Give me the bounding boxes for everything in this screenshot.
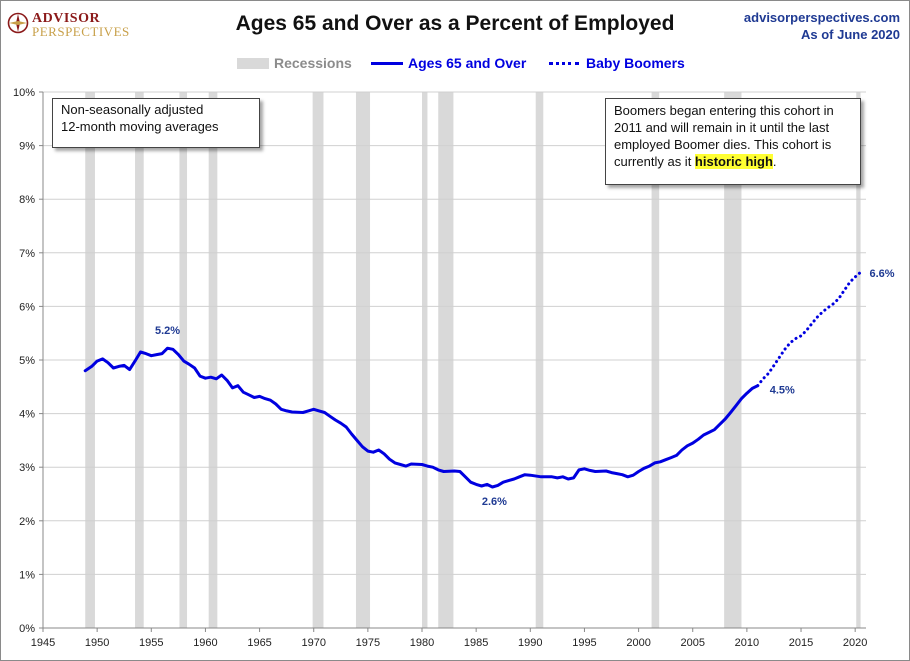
legend-swatch-ages-65 bbox=[371, 62, 403, 65]
x-tick-label: 2020 bbox=[843, 637, 867, 649]
x-tick-label: 1950 bbox=[85, 637, 109, 649]
x-tick-label: 1985 bbox=[464, 637, 488, 649]
x-tick-label: 1965 bbox=[247, 637, 271, 649]
data-labels: 5.2% 2.6% 4.5% 6.6% bbox=[155, 268, 895, 508]
y-tick-label: 6% bbox=[19, 301, 35, 313]
legend-swatch-recessions bbox=[237, 58, 269, 69]
chart-title: Ages 65 and Over as a Percent of Employe… bbox=[235, 12, 675, 35]
x-tick-label: 2000 bbox=[626, 637, 650, 649]
note-right-line-2: 2011 and will remain in it until the las… bbox=[614, 120, 830, 135]
axes bbox=[39, 91, 866, 632]
note-right-line-4-suffix: . bbox=[772, 154, 777, 169]
logo-text-bottom: PERSPECTIVES bbox=[32, 24, 130, 39]
y-tick-label: 3% bbox=[19, 462, 35, 474]
note-box-right: Boomers began entering this cohort in 20… bbox=[605, 98, 861, 185]
historic-high-highlight: historic high bbox=[694, 154, 773, 169]
note-right-line-1: Boomers began entering this cohort in bbox=[614, 103, 834, 118]
y-tick-label: 2% bbox=[19, 516, 35, 528]
note-box-left: Non-seasonally adjusted 12-month moving … bbox=[52, 98, 260, 148]
x-tick-label: 1955 bbox=[139, 637, 163, 649]
y-tick-label: 8% bbox=[19, 194, 35, 206]
data-label: 4.5% bbox=[770, 385, 795, 397]
legend-swatch-baby-boomers bbox=[549, 62, 579, 65]
compass-icon bbox=[7, 12, 29, 34]
source-site: advisorperspectives.com bbox=[743, 10, 900, 25]
y-tick-label: 5% bbox=[19, 355, 35, 367]
y-tick-label: 10% bbox=[13, 87, 35, 99]
advisor-perspectives-logo: ADVISOR PERSPECTIVES bbox=[7, 9, 157, 39]
note-left-line-1: Non-seasonally adjusted bbox=[61, 102, 204, 117]
data-label: 2.6% bbox=[482, 496, 507, 508]
as-of-date: As of June 2020 bbox=[801, 27, 900, 42]
series-line-ages-65 bbox=[83, 346, 760, 489]
legend-label-recessions: Recessions bbox=[274, 55, 352, 71]
x-tick-label: 1990 bbox=[518, 637, 542, 649]
note-left-line-2: 12-month moving averages bbox=[61, 119, 219, 134]
x-tick-label: 2015 bbox=[789, 637, 813, 649]
y-tick-label: 7% bbox=[19, 248, 35, 260]
x-tick-label: 1980 bbox=[410, 637, 434, 649]
x-tick-label: 1970 bbox=[301, 637, 325, 649]
note-right-line-4-prefix: currently as it bbox=[614, 154, 695, 169]
tick-labels: 0% 1% 2% 3% 4% 5% 6% 7% 8% 9% 10% 1945 1950 1955 1960 1… bbox=[13, 87, 867, 649]
x-tick-label: 2005 bbox=[680, 637, 704, 649]
note-right-line-3: employed Boomer dies. This cohort is bbox=[614, 137, 832, 152]
x-tick-label: 1960 bbox=[193, 637, 217, 649]
series-line-baby-boomers bbox=[756, 271, 861, 388]
y-tick-label: 0% bbox=[19, 623, 35, 635]
x-tick-label: 1975 bbox=[356, 637, 380, 649]
x-tick-label: 1945 bbox=[31, 637, 55, 649]
legend-label-baby-boomers: Baby Boomers bbox=[586, 55, 685, 71]
y-tick-label: 1% bbox=[19, 569, 35, 581]
gridlines bbox=[43, 91, 866, 575]
logo-text-top: ADVISOR bbox=[32, 11, 101, 26]
series-lines bbox=[83, 271, 861, 489]
x-tick-label: 2010 bbox=[735, 637, 759, 649]
note-right-line-4: currently as it historic high. bbox=[614, 153, 860, 170]
y-tick-label: 9% bbox=[19, 141, 35, 153]
data-label: 6.6% bbox=[870, 268, 895, 280]
data-label: 5.2% bbox=[155, 325, 180, 337]
x-tick-label: 1995 bbox=[572, 637, 596, 649]
y-tick-label: 4% bbox=[19, 409, 35, 421]
legend-label-ages-65: Ages 65 and Over bbox=[408, 55, 527, 71]
